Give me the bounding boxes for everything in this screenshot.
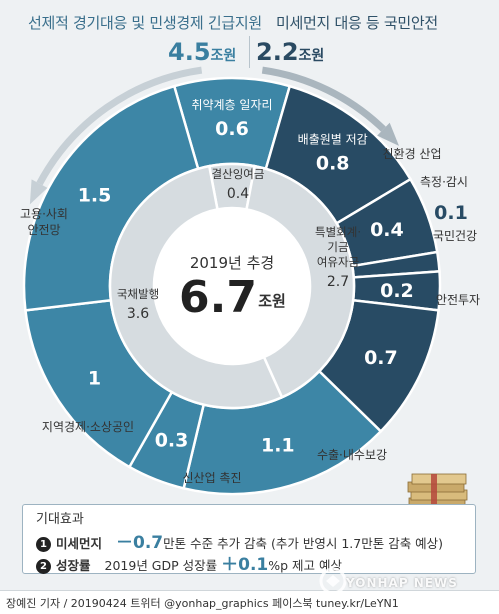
effects-title: 기대효과 [36,512,84,527]
slice-label: 안전망 [27,223,60,237]
slice-value: 0.7 [364,347,398,369]
slice-label: 취약계층 일자리 [191,97,272,112]
inner-label: 여유자금 [317,255,359,269]
effect-item-2: 2 성장률 2019년 GDP 성장률 ＋0.1%p 제고 예상 [36,550,342,575]
center-disc [154,208,310,364]
effect-text: 만톤 수준 추가 감축 (추가 반영시 1.7만톤 감축 예상) [163,536,444,551]
watermark-text: YONHAP NEWS [346,576,458,590]
slice-value: 0.4 [370,219,404,241]
effect-prefix: 2019년 GDP 성장률 [104,558,222,573]
slice-label: 배출원별 저감 [298,132,368,146]
slice-label: 신산업 촉진 [182,471,241,485]
credit-text: 장예진 기자 / 20190424 트위터 @yonhap_graphics 페… [6,597,399,610]
inner-label: 특별회계· [315,225,361,239]
left-arrow-arc [36,66,203,186]
slice-label: 고용·사회 [20,207,68,221]
left-group-title: 선제적 경기대응 및 민생경제 긴급지원 [28,14,262,32]
effect-value: ＋0.1 [221,555,269,575]
number-badge: 2 [36,559,51,574]
center-value: 6.7 [179,272,257,323]
effect-label: 미세먼지 [56,536,103,551]
slice-value: 0.2 [380,280,414,302]
left-group-amount: 4.5조원 [168,38,237,66]
slice-value: 1.1 [261,435,295,457]
slice-value: 0.8 [316,152,350,174]
money-stack-icon [407,473,468,509]
header-divider [249,36,250,68]
footer-bar [0,590,499,614]
right-group-amount: 2.2조원 [256,38,325,66]
slice-label: 친환경 산업 [382,147,441,161]
effect-text: %p 제고 예상 [268,558,342,573]
effects-box [22,504,476,574]
inner-value: 2.7 [327,274,349,290]
slice-value: 0.1 [434,202,468,224]
inner-value: 3.6 [127,306,149,322]
slice-label: 수출·내수보강 [317,448,387,462]
outer-labels: 취약계층 일자리 0.6 배출원별 저감 0.8 0.4 친환경 산업 0.1 측정·감시 0.… [20,97,480,485]
slice-value: 1.5 [78,185,112,207]
inner-label: 국채발행 [117,287,159,301]
inner-label: 결산잉여금 [212,167,265,181]
slice-label: 안전투자 [436,293,480,307]
yonhap-logo-icon [319,567,347,595]
slice-label: 국민건강 [433,229,477,243]
right-arrow-arc-head [377,122,399,146]
effect-item-1: 1 미세먼지 －0.7만톤 수준 추가 감축 (추가 반영시 1.7만톤 감축 예상… [36,528,443,553]
slice-value: 0.6 [215,118,249,140]
slice-label: 지역경제·소상공인 [42,420,134,434]
effect-value: －0.7 [116,533,164,553]
number-badge: 1 [36,537,51,552]
inner-value: 0.4 [227,186,249,202]
slice-value: 1 [88,367,101,389]
center-text: 2019년 추경6.7 조원 [179,254,286,323]
right-group-title: 미세먼지 대응 등 국민안전 [276,14,438,32]
slice-label: 측정·감시 [420,175,468,189]
inner-label: 기금 [327,240,348,254]
slice-value: 0.3 [155,430,189,452]
inner-ring [108,162,356,410]
center-unit: 조원 [258,292,286,310]
center-title: 2019년 추경 [190,254,274,272]
effect-label: 성장률 [56,558,91,573]
right-arrow-arc [261,66,386,132]
left-arrow-arc-head [29,179,48,205]
arrow-arcs [29,66,399,205]
